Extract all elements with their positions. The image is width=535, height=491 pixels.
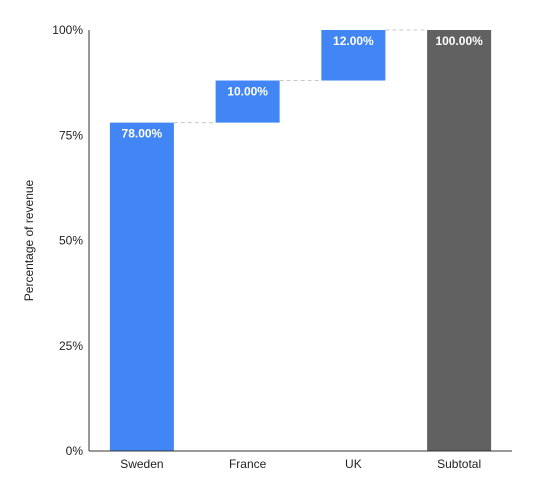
x-axis-category-labels: Sweden France UK Subtotal	[120, 457, 481, 471]
y-tick-label: 50%	[59, 234, 83, 248]
x-category-label: France	[229, 457, 267, 471]
bar-value-label: 12.00%	[333, 34, 374, 48]
x-category-label: Sweden	[120, 457, 163, 471]
connector-lines	[173, 29, 428, 124]
bar-value-label: 100.00%	[435, 34, 483, 48]
y-tick-label: 75%	[59, 128, 83, 142]
x-category-label: UK	[345, 457, 362, 471]
y-tick-label: 0%	[66, 444, 84, 458]
bar-value-label: 78.00%	[122, 127, 163, 141]
bar-value-label: 10.00%	[227, 85, 268, 99]
bar-sweden	[109, 122, 174, 452]
y-axis-title: Percentage of revenue	[22, 179, 36, 301]
x-category-label: Subtotal	[437, 457, 481, 471]
y-axis-ticks: 0% 25% 50% 75% 100%	[52, 23, 83, 458]
y-tick-label: 25%	[59, 339, 83, 353]
bar-uk	[321, 30, 386, 81]
bar-france	[215, 80, 280, 123]
y-tick-label: 100%	[52, 23, 83, 37]
bar-value-labels: 78.00% 10.00% 12.00% 100.00%	[122, 34, 484, 141]
bar-subtotal	[427, 30, 492, 451]
bars	[109, 30, 492, 452]
